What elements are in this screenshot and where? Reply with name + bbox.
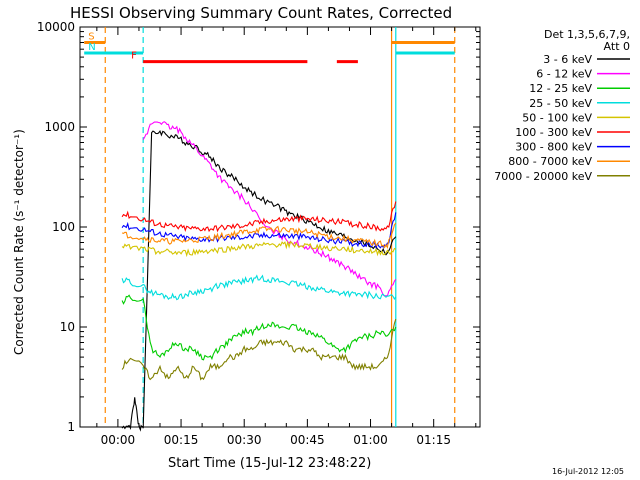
y-tick-label: 1	[67, 420, 75, 434]
legend-entry-label: 25 - 50 keV	[529, 97, 592, 110]
legend-entry-label: 6 - 12 keV	[536, 68, 592, 81]
footer-date: 16-Jul-2012 12:05	[552, 467, 624, 476]
legend-header: Det 1,3,5,6,7,9,	[544, 28, 630, 41]
y-tick-label: 1000	[44, 120, 75, 134]
legend-entry-label: 800 - 7000 keV	[508, 155, 592, 168]
legend-entry-label: 300 - 800 keV	[515, 141, 592, 154]
flag-label: F	[131, 51, 137, 62]
y-tick-label: 100	[52, 220, 75, 234]
x-axis-label: Start Time (15-Jul-12 23:48:22)	[168, 456, 371, 471]
x-tick-label: 01:00	[353, 433, 388, 447]
plot-frame	[79, 26, 481, 428]
series-line	[121, 129, 397, 432]
x-tick-label: 01:15	[416, 433, 451, 447]
legend-entry-label: 7000 - 20000 keV	[494, 170, 592, 183]
series-line	[121, 318, 397, 381]
legend-entry-label: 12 - 25 keV	[529, 82, 592, 95]
legend-entry-label: 3 - 6 keV	[543, 53, 592, 66]
x-tick-label: 00:00	[101, 433, 136, 447]
series-line	[121, 240, 397, 258]
chart-title: HESSI Observing Summary Count Rates, Cor…	[70, 4, 452, 22]
legend-header: Att 0	[604, 40, 630, 53]
x-tick-label: 00:45	[290, 433, 325, 447]
flag-label: N	[88, 42, 95, 53]
x-tick-label: 00:15	[164, 433, 199, 447]
y-axis-label: Corrected Count Rate (s⁻¹ detector⁻¹)	[12, 129, 26, 355]
x-tick-label: 00:30	[227, 433, 262, 447]
series-line	[121, 222, 397, 249]
y-tick-label: 10	[60, 320, 75, 334]
legend-entry-label: 100 - 300 keV	[515, 126, 592, 139]
legend: Det 1,3,5,6,7,9,Att 0 3 - 6 keV 6 - 12 keV…	[494, 28, 630, 183]
flag-label: S	[88, 31, 94, 42]
legend-entry-label: 50 - 100 keV	[522, 111, 592, 124]
series-line	[121, 201, 397, 233]
series-line	[121, 294, 397, 361]
y-tick-label: 10000	[37, 20, 75, 34]
series-line	[142, 121, 397, 297]
series-line	[121, 274, 397, 301]
